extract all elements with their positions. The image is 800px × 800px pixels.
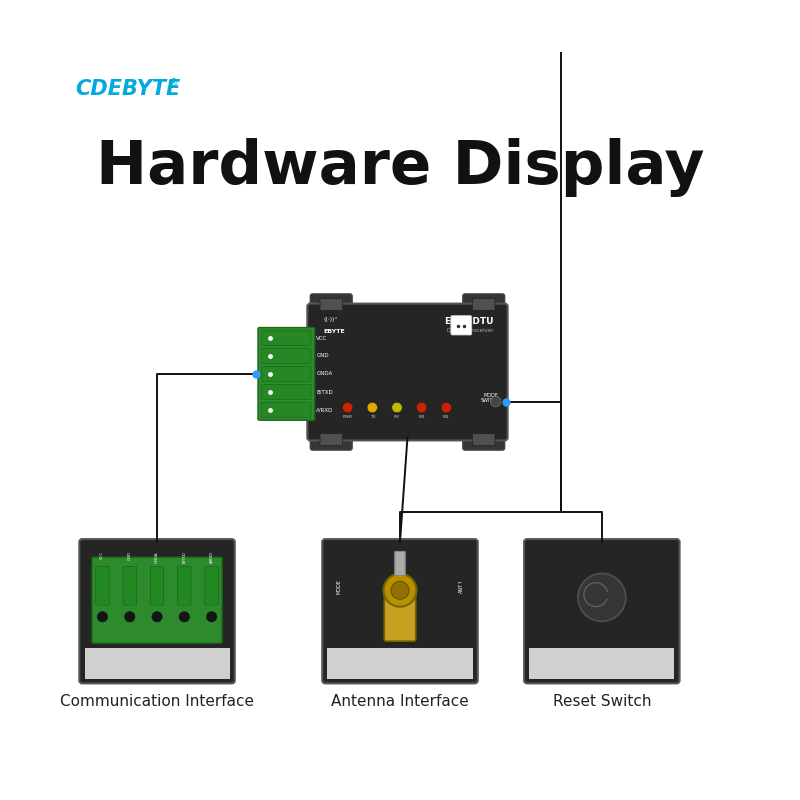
Circle shape <box>179 611 190 622</box>
Circle shape <box>342 402 353 413</box>
Circle shape <box>417 402 427 413</box>
FancyBboxPatch shape <box>307 304 508 441</box>
FancyBboxPatch shape <box>462 430 505 450</box>
FancyBboxPatch shape <box>178 566 191 605</box>
Text: Communication Interface: Communication Interface <box>60 694 254 709</box>
FancyBboxPatch shape <box>92 557 222 643</box>
Text: PWR: PWR <box>342 415 353 419</box>
Text: Reset Switch: Reset Switch <box>553 694 651 709</box>
Bar <box>530 649 674 679</box>
Text: M0: M0 <box>418 415 425 419</box>
FancyBboxPatch shape <box>462 294 505 315</box>
Text: MODE
SWITCH: MODE SWITCH <box>481 393 500 403</box>
FancyBboxPatch shape <box>262 384 311 399</box>
Circle shape <box>578 574 626 622</box>
Text: E800-DTU: E800-DTU <box>444 317 494 326</box>
Text: B/TXD: B/TXD <box>316 390 333 394</box>
Text: EBYTE: EBYTE <box>324 329 346 334</box>
FancyBboxPatch shape <box>205 566 218 605</box>
Text: MODE: MODE <box>336 579 341 594</box>
FancyBboxPatch shape <box>262 402 311 418</box>
FancyBboxPatch shape <box>310 294 352 315</box>
FancyBboxPatch shape <box>524 539 679 683</box>
Circle shape <box>490 396 501 406</box>
FancyBboxPatch shape <box>123 566 137 605</box>
Text: CDEBYTE: CDEBYTE <box>75 78 180 98</box>
Text: ®: ® <box>168 78 178 88</box>
FancyBboxPatch shape <box>262 349 311 363</box>
Bar <box>327 649 473 679</box>
FancyBboxPatch shape <box>258 327 314 420</box>
FancyBboxPatch shape <box>384 588 416 641</box>
FancyBboxPatch shape <box>394 551 406 575</box>
Text: GND: GND <box>128 551 132 560</box>
Text: A/RXD: A/RXD <box>316 407 334 412</box>
Circle shape <box>441 402 451 413</box>
Text: M1: M1 <box>443 415 450 419</box>
Circle shape <box>98 611 108 622</box>
Circle shape <box>383 574 417 606</box>
Text: VCC: VCC <box>316 335 327 341</box>
FancyBboxPatch shape <box>505 0 529 14</box>
FancyBboxPatch shape <box>451 315 472 335</box>
Circle shape <box>152 611 162 622</box>
Text: GNDA: GNDA <box>155 551 159 562</box>
Text: VCC: VCC <box>101 551 105 559</box>
Circle shape <box>392 402 402 413</box>
FancyBboxPatch shape <box>320 298 342 310</box>
Text: Antenna Interface: Antenna Interface <box>331 694 469 709</box>
Text: RX: RX <box>394 415 400 419</box>
Text: Data Transceiver: Data Transceiver <box>447 327 494 333</box>
FancyBboxPatch shape <box>150 566 164 605</box>
Circle shape <box>206 611 217 622</box>
Text: A/RXD: A/RXD <box>210 551 214 563</box>
FancyBboxPatch shape <box>322 539 478 683</box>
FancyBboxPatch shape <box>473 298 495 310</box>
FancyBboxPatch shape <box>96 566 109 605</box>
Text: ANT↑: ANT↑ <box>459 579 464 594</box>
Bar <box>85 649 230 679</box>
FancyBboxPatch shape <box>79 539 234 683</box>
FancyBboxPatch shape <box>262 366 311 382</box>
Circle shape <box>125 611 135 622</box>
Text: B/TXD: B/TXD <box>182 551 186 563</box>
Text: TX: TX <box>370 415 375 419</box>
Circle shape <box>391 582 409 599</box>
Text: GND: GND <box>316 354 329 358</box>
FancyBboxPatch shape <box>262 330 311 346</box>
FancyBboxPatch shape <box>320 434 342 446</box>
FancyBboxPatch shape <box>473 434 495 446</box>
Text: GNDA: GNDA <box>316 371 333 376</box>
Circle shape <box>367 402 378 413</box>
FancyBboxPatch shape <box>310 430 352 450</box>
Text: Hardware Display: Hardware Display <box>96 138 704 198</box>
Text: ((·))°: ((·))° <box>324 317 338 322</box>
